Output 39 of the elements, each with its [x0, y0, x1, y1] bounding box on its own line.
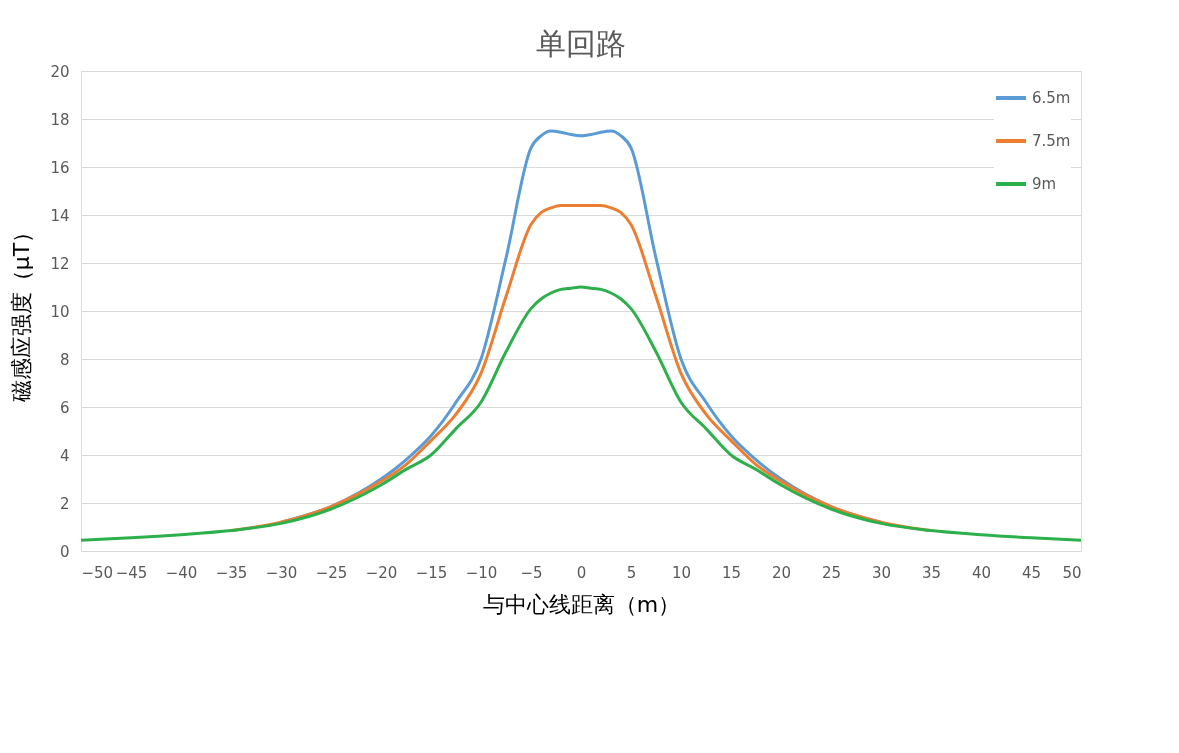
- y-tick-label: 10: [50, 302, 70, 321]
- legend-label: 9m: [1032, 175, 1057, 193]
- x-axis-title: 与中心线距离（m）: [482, 591, 681, 617]
- y-tick-label: 4: [59, 446, 70, 465]
- y-tick-label: 16: [50, 158, 70, 177]
- x-tick-label: −5: [520, 563, 543, 582]
- x-tick-label: 15: [721, 563, 742, 582]
- x-tick-label: −30: [265, 563, 298, 582]
- x-tick-label: 25: [821, 563, 842, 582]
- chart-title: 单回路: [536, 26, 626, 61]
- y-tick-label: 6: [59, 398, 70, 417]
- y-tick-label: 12: [50, 254, 70, 273]
- x-tick-label: 50: [1062, 563, 1082, 582]
- y-tick-label: 0: [59, 542, 70, 561]
- x-tick-label: 5: [626, 563, 637, 582]
- legend-label: 6.5m: [1032, 89, 1071, 107]
- x-tick-label: 40: [971, 563, 992, 582]
- x-tick-label: −40: [165, 563, 198, 582]
- line-series: [79, 285, 1083, 542]
- x-tick-label: 30: [871, 563, 892, 582]
- x-tick-label: 45: [1021, 563, 1042, 582]
- y-axis-title: 磁感应强度（μT）: [9, 220, 35, 404]
- legend-label: 7.5m: [1032, 132, 1071, 150]
- x-tick-label: 10: [671, 563, 692, 582]
- x-tick-label: −15: [415, 563, 448, 582]
- x-tick-label: −25: [315, 563, 348, 582]
- x-tick-label: −20: [365, 563, 398, 582]
- y-tick-label: 14: [50, 206, 70, 225]
- x-tick-label: 0: [576, 563, 587, 582]
- x-tick-label: 20: [771, 563, 792, 582]
- x-tick-label: −50: [81, 563, 114, 582]
- x-tick-label: −35: [215, 563, 248, 582]
- y-tick-label: 18: [50, 110, 70, 129]
- x-tick-label: 35: [921, 563, 942, 582]
- x-tick-label: −10: [465, 563, 498, 582]
- x-tick-label: −45: [115, 563, 148, 582]
- y-tick-label: 20: [50, 62, 70, 81]
- y-tick-label: 8: [59, 350, 70, 369]
- y-tick-label: 2: [59, 494, 70, 513]
